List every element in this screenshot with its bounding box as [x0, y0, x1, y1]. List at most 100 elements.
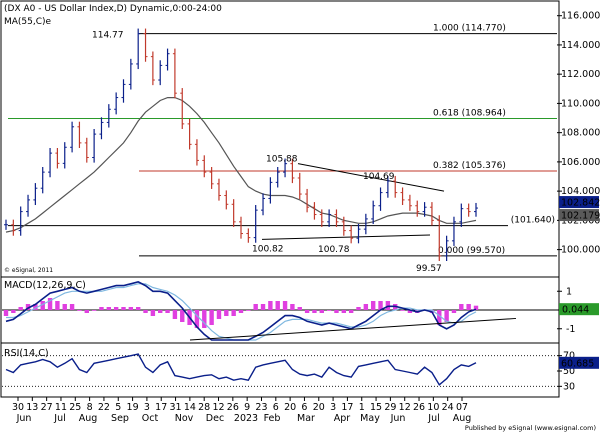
macd-histogram-bar	[143, 310, 148, 313]
macd-histogram-bar	[165, 310, 170, 313]
price-annotation: 100.78	[318, 245, 350, 255]
x-axis-day-label: 19	[127, 402, 139, 413]
macd-histogram-bar	[304, 310, 310, 313]
rsi-line	[5, 353, 477, 386]
macd-axis-label: -1	[566, 324, 575, 335]
macd-histogram-bar	[106, 307, 112, 310]
x-axis-day-label: 31	[170, 402, 182, 413]
macd-histogram	[3, 298, 479, 328]
rsi-panel-frame	[0, 342, 560, 398]
watermark: © eSignal, 2011	[4, 267, 53, 274]
fibonacci-levels: 1.000 (114.770) 0.618 (108.964) 0.382 (105…	[8, 24, 557, 257]
x-axis-day-label: 30	[12, 402, 24, 413]
macd-histogram-bar	[18, 307, 23, 310]
macd-histogram-bar	[282, 301, 288, 310]
x-axis-day-label: 20	[313, 402, 325, 413]
macd-histogram-bar	[209, 310, 214, 325]
x-axis-day-label: 8	[87, 402, 93, 413]
macd-histogram-bar	[135, 307, 141, 310]
x-axis-day-label: 27	[41, 402, 53, 413]
macd-histogram-bar	[172, 310, 178, 319]
x-axis-day-label: 3	[144, 402, 150, 413]
x-axis-month-label: Aug	[453, 413, 472, 424]
macd-histogram-bar	[128, 307, 134, 310]
x-axis-day-label: 22	[98, 402, 110, 413]
rsi-label: RSI(14,C)	[4, 348, 49, 359]
macd-panel: 10-1 0.044 MACD(12,26,9,C)	[0, 276, 599, 344]
price-axis-label: 100.000	[561, 245, 600, 256]
x-axis-month-label: Jun	[390, 413, 406, 424]
rsi-badge-text: 60.685	[561, 358, 594, 369]
x-axis-day-label: 1	[359, 402, 365, 413]
price-badges: 102.842 102.179	[559, 196, 600, 222]
fib-level-label: 0.000 (99.570)	[438, 246, 505, 256]
macd-histogram-bar	[121, 307, 126, 310]
x-axis-month-label: Mar	[297, 413, 315, 424]
rsi-badge-box	[559, 356, 599, 369]
fib-level-label: 1.000 (114.770)	[433, 24, 506, 34]
macd-badge: 0.044	[559, 303, 599, 316]
price-badge-text: 102.842	[561, 198, 600, 209]
macd-histogram-bar	[180, 310, 185, 322]
rsi-axis-label: 70	[563, 351, 575, 362]
price-annotation: 100.82	[252, 245, 284, 255]
x-axis-day-label: 6	[301, 402, 307, 413]
x-axis-day-label: 6	[273, 402, 279, 413]
macd-histogram-bar	[260, 304, 266, 310]
macd-histogram-bar	[69, 304, 75, 310]
macd-histogram-bar	[158, 310, 163, 313]
macd-badge-box	[559, 303, 599, 316]
x-axis-month-label: Sep	[111, 413, 129, 424]
macd-line	[5, 281, 477, 341]
x-axis-month-label: Oct	[142, 413, 159, 424]
x-axis-month-label: Aug	[79, 413, 98, 424]
x-axis-day-label: 5	[115, 402, 121, 413]
x-axis-month-label: May	[360, 413, 380, 424]
rsi-grid	[2, 355, 557, 387]
rsi-polyline	[5, 353, 477, 386]
macd-histogram-bar	[246, 310, 251, 311]
macd-histogram-bar	[55, 301, 60, 310]
x-axis-day-label: 10	[427, 402, 439, 413]
macd-histogram-bar	[444, 310, 449, 322]
macd-histogram-bar	[319, 310, 324, 313]
x-axis-month-label: Dec	[206, 413, 224, 424]
rsi-axis-label: 30	[563, 381, 575, 392]
ma-55-polyline	[5, 96, 477, 233]
macd-histogram-bar	[25, 304, 31, 310]
ma-legend: MA(55,C)e	[4, 17, 52, 27]
x-axis-day-label: 26	[227, 402, 239, 413]
macd-histogram-bar	[202, 310, 207, 328]
macd-histogram-bar	[224, 310, 229, 316]
price-panel: 116.000 114.000 112.000 110.000 108.000 106.0…	[0, 0, 600, 278]
macd-histogram-bar	[400, 310, 405, 311]
macd-histogram-bar	[238, 310, 244, 313]
x-axis-day-label: 13	[26, 402, 38, 413]
price-badge-text: 102.179	[561, 211, 600, 222]
price-axis-label: 108.000	[561, 128, 600, 139]
macd-histogram-bar	[11, 310, 16, 313]
x-axis: 30 13 27 11 25 8 22 5 19 3 17 31 14 28 12 26 9 23 6 20 6 20 3 1…	[1, 396, 559, 424]
x-axis-day-label: 17	[341, 402, 353, 413]
price-badge-box	[559, 196, 599, 209]
x-axis-month-label: Jun	[16, 413, 32, 424]
x-axis-day-label: 23	[255, 402, 267, 413]
macd-axis-label: 1	[566, 286, 572, 297]
x-axis-day-label: 17	[155, 402, 167, 413]
x-axis-month-label: Jul	[427, 413, 439, 424]
price-axis-label: 104.000	[561, 186, 600, 197]
x-axis-day-label: 24	[442, 402, 454, 413]
x-axis-month-label: 2023	[234, 413, 258, 424]
macd-histogram-bar	[47, 298, 53, 310]
macd-histogram-bar	[378, 301, 383, 310]
price-annotation: 105.88	[266, 155, 298, 165]
macd-histogram-bar	[91, 310, 97, 311]
price-annotation: 99.57	[416, 264, 442, 274]
macd-histogram-bar	[99, 307, 104, 310]
macd-histogram-bar	[348, 310, 354, 313]
support-trendline	[261, 234, 431, 240]
macd-histogram-bar	[451, 310, 457, 313]
publisher-note: Published by eSignal (www.esignal.com)	[465, 424, 596, 432]
x-axis-month-label: Jul	[53, 413, 65, 424]
macd-histogram-bar	[77, 310, 82, 311]
